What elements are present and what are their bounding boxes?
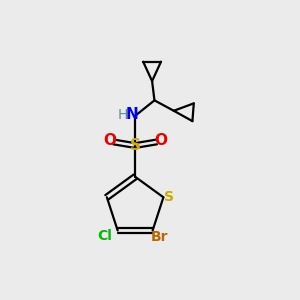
Text: S: S [164,190,174,204]
Text: Br: Br [150,230,168,244]
Text: S: S [130,138,141,153]
Text: O: O [154,133,167,148]
Text: H: H [118,108,128,122]
Text: N: N [125,107,138,122]
Text: O: O [103,133,116,148]
Text: Cl: Cl [97,229,112,243]
